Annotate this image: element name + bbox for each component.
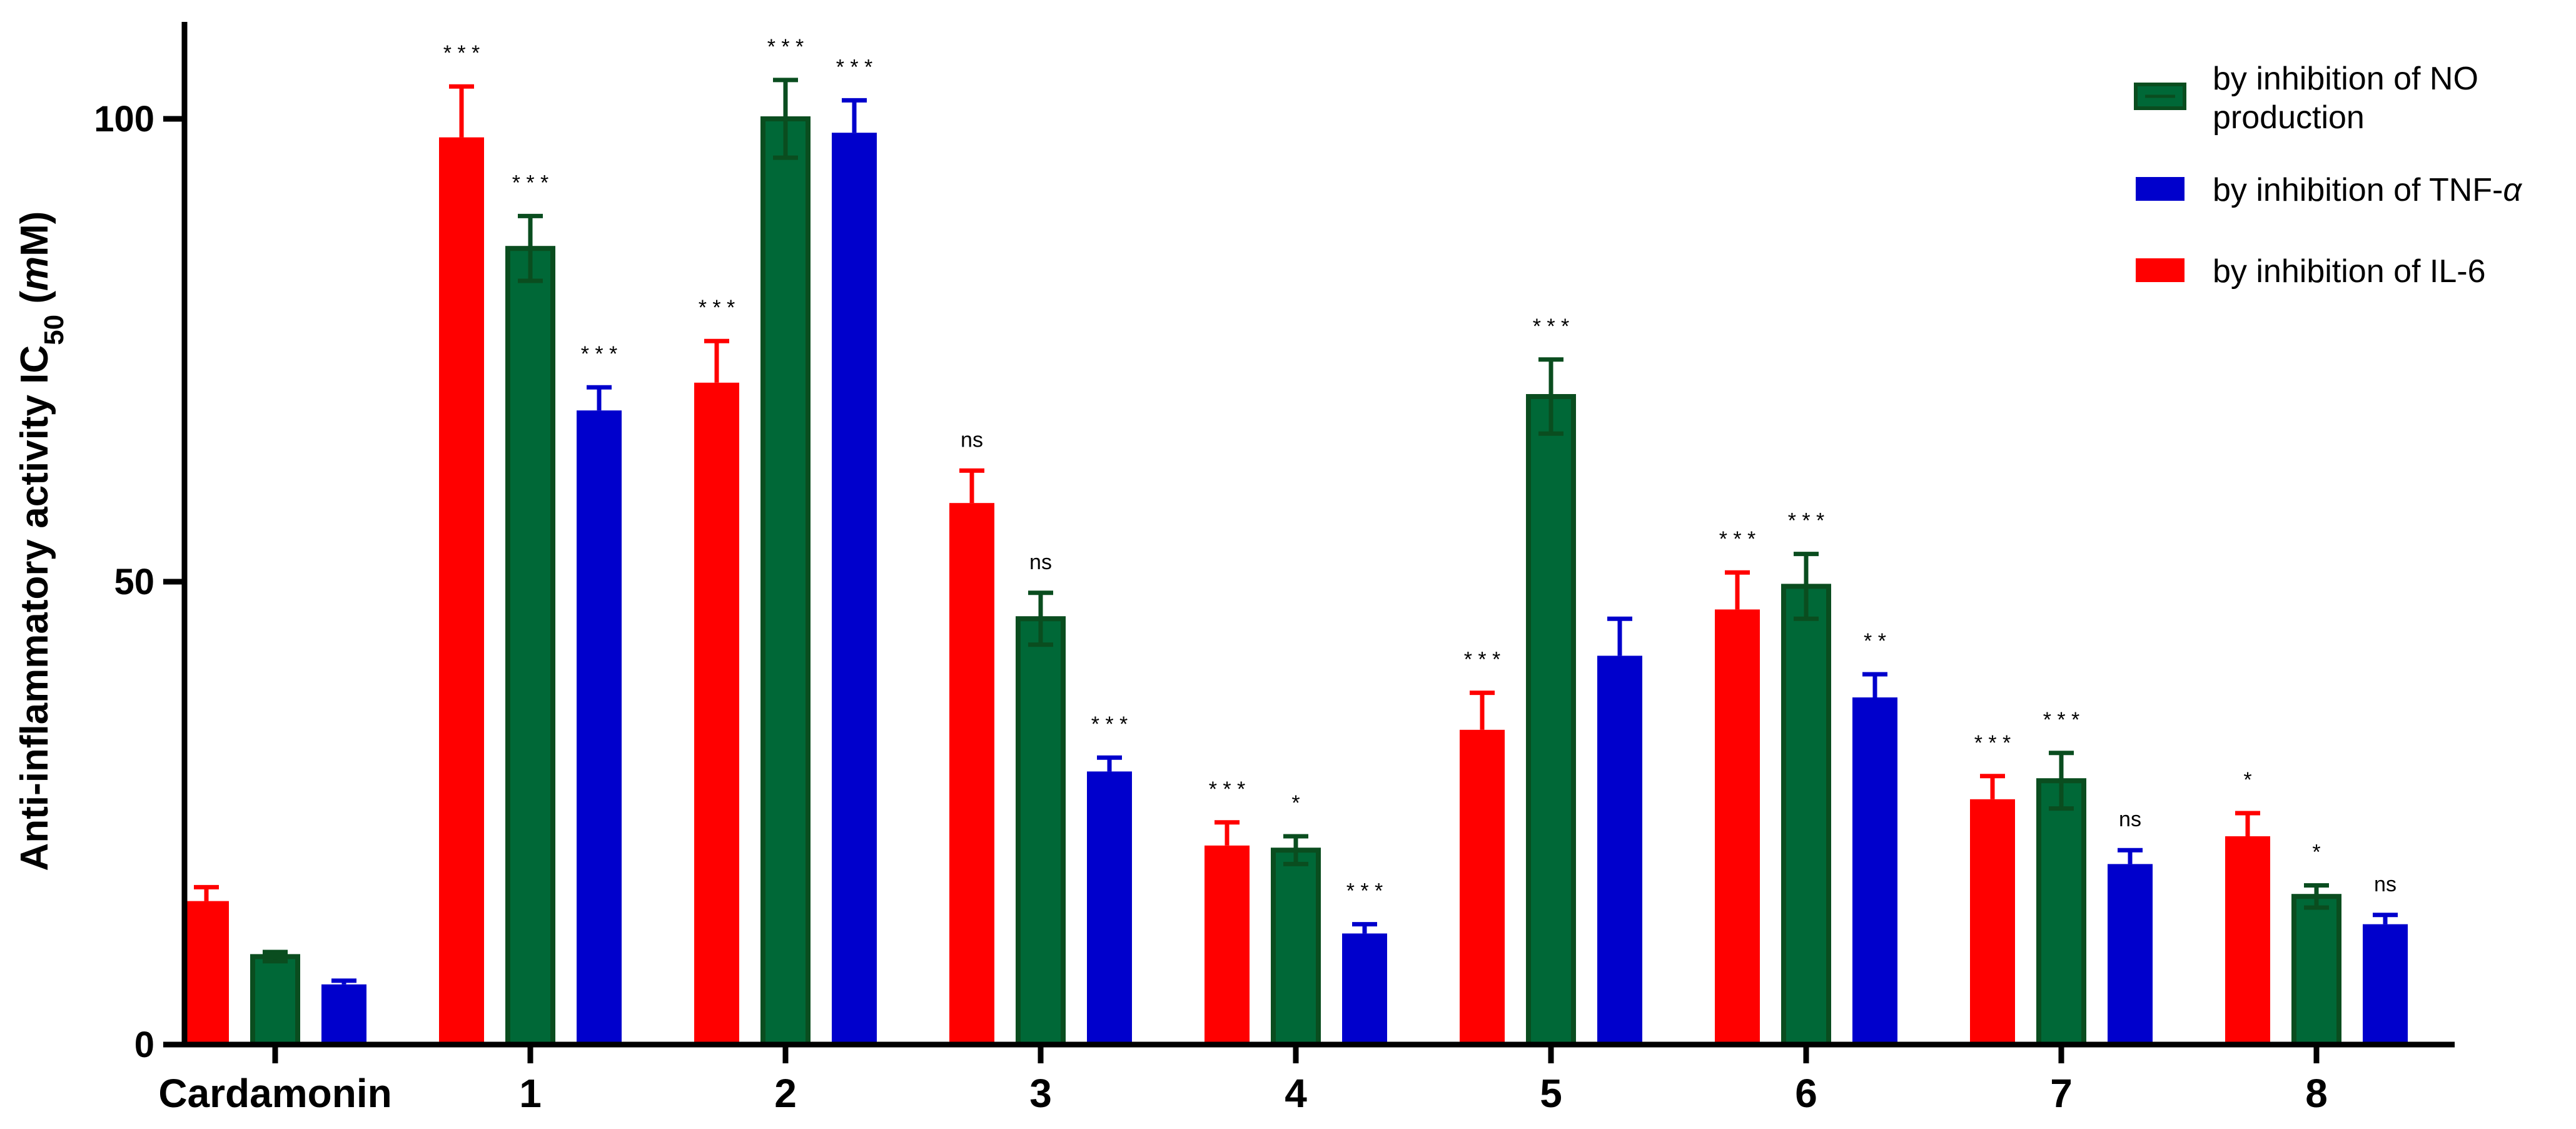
significance-label: * * * <box>1533 315 1570 338</box>
bar <box>1087 771 1132 1045</box>
y-axis: 0 50 100 <box>94 22 188 1065</box>
significance-label: * * * <box>836 55 873 79</box>
bar <box>1205 845 1250 1045</box>
bar <box>1970 799 2015 1045</box>
y-axis-label-main: Anti-inflammatory activity IC <box>13 345 56 871</box>
significance-label: * * * <box>443 41 480 65</box>
bar <box>1460 729 1505 1045</box>
legend-label: by inhibition of IL-6 <box>2213 253 2486 290</box>
significance-label: ns <box>2119 808 2141 831</box>
bar <box>1526 394 1576 1047</box>
bar <box>2291 894 2341 1047</box>
significance-label: * <box>2243 768 2251 792</box>
significance-label: * * * <box>512 171 549 195</box>
significance-label: * * * <box>1788 509 1825 533</box>
significance-label: * * * <box>1464 648 1501 672</box>
bar <box>577 410 622 1045</box>
y-axis-label-unit-close: M) <box>13 211 56 256</box>
bar <box>760 116 811 1047</box>
bar <box>1271 848 1321 1047</box>
x-tick-label: 7 <box>2050 1071 2073 1116</box>
significance-label: ns <box>1029 550 1052 574</box>
significance-label: * * * <box>1346 879 1383 903</box>
legend-label-line: production <box>2213 99 2365 136</box>
significance-label: * <box>1291 791 1300 815</box>
legend-label-greek: α <box>2503 172 2522 208</box>
significance-label: * * * <box>1209 777 1246 801</box>
bar <box>2363 924 2408 1045</box>
x-tick-label: 6 <box>1795 1071 1817 1116</box>
x-tick-label: 8 <box>2305 1071 2328 1116</box>
bar <box>1715 609 1760 1045</box>
legend-label-line: by inhibition of NO <box>2213 61 2478 97</box>
x-tick-label: 2 <box>774 1071 797 1116</box>
significance-label: * * * <box>2043 708 2080 732</box>
bar <box>505 246 555 1048</box>
significance-label: * * * <box>1719 527 1756 551</box>
legend-label: by inhibition of NO production <box>2213 61 2478 136</box>
significance-label: * * * <box>699 296 735 320</box>
significance-label: ns <box>2374 873 2397 896</box>
bar <box>832 133 877 1045</box>
significance-label: * * * <box>581 342 618 366</box>
x-tick-label: Cardamonin <box>158 1071 391 1116</box>
significance-label: ns <box>961 428 983 452</box>
significance-label: * * * <box>1091 712 1128 736</box>
significance-label: * * <box>1864 629 1886 653</box>
x-tick-label: 3 <box>1029 1071 1052 1116</box>
bar <box>2108 864 2153 1045</box>
bar <box>184 901 229 1045</box>
bar <box>1016 616 1066 1047</box>
plot-area: * * * * * * * * * * * * * * * * * * ns ns * * * *… <box>184 35 2408 1048</box>
bar <box>1342 933 1387 1045</box>
x-tick-label: 5 <box>1540 1071 1562 1116</box>
bar <box>1852 697 1897 1045</box>
y-tick-label: 0 <box>134 1025 154 1065</box>
legend-swatch <box>2136 258 2185 282</box>
bar <box>1781 584 1831 1047</box>
y-axis-label-unit-prefix: m <box>13 256 56 291</box>
legend-swatch <box>2136 177 2185 201</box>
legend-label: by inhibition of TNF-α <box>2213 172 2522 208</box>
bar <box>321 984 366 1045</box>
significance-label: * * * <box>767 35 804 59</box>
bar <box>1597 656 1642 1045</box>
bar <box>2036 778 2086 1047</box>
y-axis-label-subscript: 50 <box>39 315 69 345</box>
bar <box>250 954 300 1048</box>
bar <box>694 382 739 1045</box>
bar <box>2225 836 2270 1045</box>
significance-label: * <box>2312 840 2320 864</box>
legend-label-text: by inhibition of TNF- <box>2213 172 2503 208</box>
y-axis-label: Anti-inflammatory activity IC50 (mM) <box>13 211 69 871</box>
bar <box>949 503 994 1045</box>
x-tick-label: 4 <box>1285 1071 1307 1116</box>
bar <box>439 137 484 1045</box>
x-tick-label: 1 <box>519 1071 542 1116</box>
y-tick-label: 50 <box>114 562 154 602</box>
y-axis-label-unit-open: ( <box>13 291 56 315</box>
x-axis: Cardamonin 1 2 3 4 5 6 7 8 <box>158 1041 2455 1116</box>
significance-label: * * * <box>1974 731 2011 755</box>
y-tick-label: 100 <box>94 99 154 139</box>
